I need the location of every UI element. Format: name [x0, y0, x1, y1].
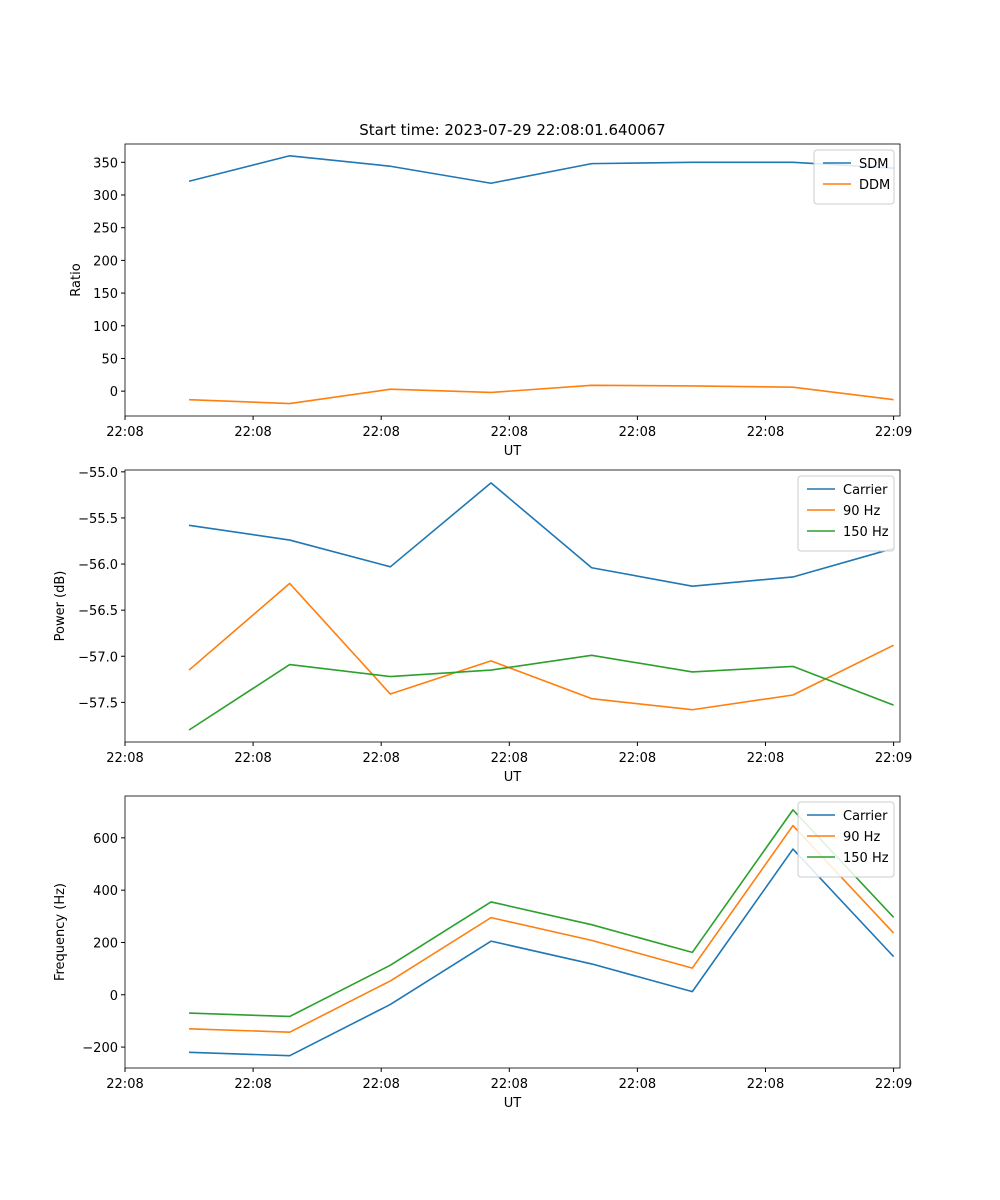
legend-frame	[797, 475, 895, 552]
x-tick-label: 22:09	[875, 751, 912, 766]
y-tick-label: 250	[93, 222, 118, 237]
y-tick-label: −57.5	[78, 696, 118, 711]
chart-panel-3: 22:08 22:08 22:08 22:08 22:08 22:08 22:09 −200 0…	[53, 795, 912, 1111]
series-line-carrier	[189, 848, 895, 1057]
x-tick-label: 22:08	[619, 1077, 656, 1092]
legend: Carrier 90 Hz 150 Hz	[797, 475, 895, 552]
x-tick-label: 22:08	[234, 751, 271, 766]
chart-panel-2: 22:08 22:08 22:08 22:08 22:08 22:08 22:09 −55.0…	[53, 466, 912, 785]
x-tick-label: 22:09	[875, 1077, 912, 1092]
y-tick-label: 0	[110, 385, 118, 400]
x-tick-label: 22:08	[362, 425, 399, 440]
y-tick-label: 200	[93, 254, 118, 269]
y-tick-label: 300	[93, 189, 118, 204]
legend: SDM DDM	[813, 149, 895, 205]
y-axis-label: Ratio	[69, 263, 84, 296]
x-tick-label: 22:08	[106, 1077, 143, 1092]
x-tick-label: 22:08	[106, 425, 143, 440]
y-tick-label: 600	[93, 832, 118, 847]
x-tick-label: 22:09	[875, 425, 912, 440]
x-tick-label: 22:08	[362, 1077, 399, 1092]
y-tick-label: 400	[93, 884, 118, 899]
x-tick-label: 22:08	[491, 425, 528, 440]
axes-frame	[124, 143, 901, 417]
x-axis-label: UT	[504, 444, 522, 459]
y-tick-label: 100	[93, 320, 118, 335]
y-tick-label: 200	[93, 936, 118, 951]
legend: Carrier 90 Hz 150 Hz	[797, 801, 895, 878]
series-line-90-hz	[189, 824, 895, 1033]
legend-entry: 90 Hz	[843, 830, 880, 845]
y-tick-label: 350	[93, 156, 118, 171]
y-tick-label: −57.0	[78, 650, 118, 665]
legend-entry: Carrier	[843, 483, 888, 498]
x-tick-label: 22:08	[747, 751, 784, 766]
y-tick-label: −56.0	[78, 558, 118, 573]
legend-entry: DDM	[859, 178, 890, 193]
series-line-sdm	[188, 154, 894, 185]
legend-entry: Carrier	[843, 809, 888, 824]
x-tick-label: 22:08	[491, 1077, 528, 1092]
y-tick-label: 0	[110, 989, 118, 1004]
series-line-carrier	[188, 482, 894, 587]
legend-entry: 90 Hz	[843, 504, 880, 519]
axes-frame	[124, 795, 901, 1069]
x-tick-label: 22:08	[747, 1077, 784, 1092]
x-tick-label: 22:08	[234, 425, 271, 440]
legend-frame	[797, 801, 895, 878]
y-tick-label: −200	[82, 1041, 118, 1056]
chart-panel-1: 22:08 22:08 22:08 22:08 22:08 22:08 22:09 0 50 10…	[69, 121, 912, 459]
axes-frame	[124, 469, 901, 743]
x-axis-label: UT	[504, 1096, 522, 1111]
y-tick-label: −55.5	[78, 512, 118, 527]
chart-title: Start time: 2023-07-29 22:08:01.640067	[359, 121, 665, 139]
y-axis-label: Frequency (Hz)	[53, 883, 68, 981]
series-line-150-hz	[189, 809, 895, 1018]
series-line-ddm	[189, 384, 894, 405]
legend-entry: 150 Hz	[843, 851, 889, 866]
y-tick-label: 150	[93, 287, 118, 302]
y-axis-label: Power (dB)	[53, 571, 68, 642]
y-tick-label: −55.0	[78, 466, 118, 481]
series-line-90-hz	[188, 582, 894, 711]
legend-entry: 150 Hz	[843, 525, 889, 540]
series-line-150-hz	[188, 654, 894, 731]
legend-entry: SDM	[859, 157, 888, 172]
x-axis-label: UT	[504, 770, 522, 785]
y-tick-label: −56.5	[78, 604, 118, 619]
x-tick-label: 22:08	[619, 751, 656, 766]
x-tick-label: 22:08	[491, 751, 528, 766]
x-tick-label: 22:08	[619, 425, 656, 440]
x-tick-label: 22:08	[106, 751, 143, 766]
x-tick-label: 22:08	[747, 425, 784, 440]
y-tick-label: 50	[101, 352, 118, 367]
x-tick-label: 22:08	[234, 1077, 271, 1092]
x-tick-label: 22:08	[362, 751, 399, 766]
